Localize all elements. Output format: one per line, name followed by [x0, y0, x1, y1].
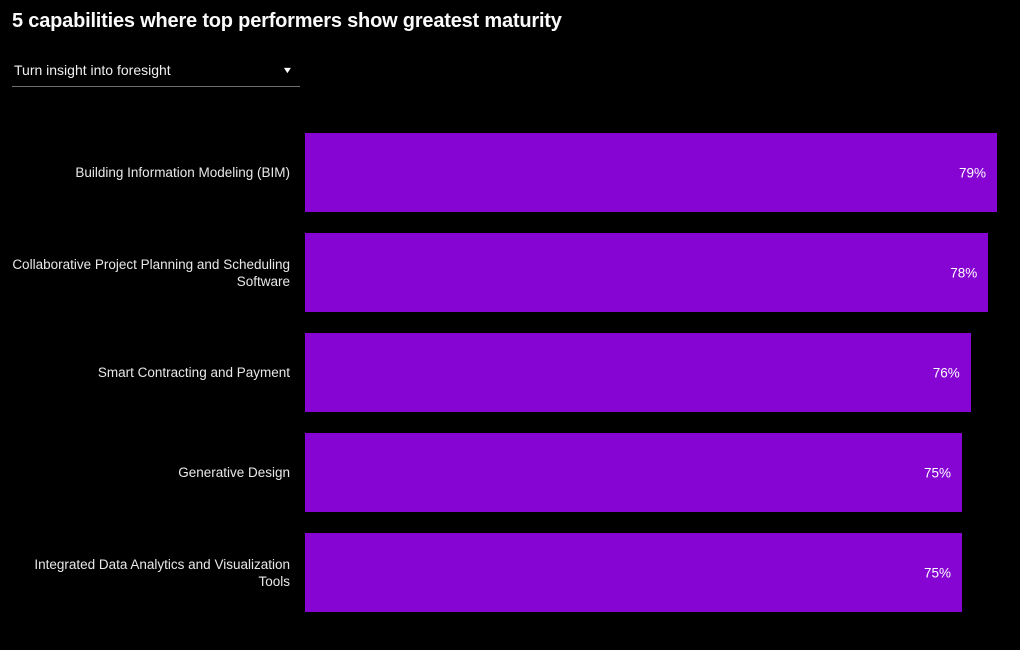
bar-track: 76% — [305, 333, 1020, 412]
capability-dropdown[interactable]: Turn insight into foresight ▼ — [12, 60, 300, 87]
bar-category-label: Generative Design — [178, 465, 290, 480]
bar-value-label: 75% — [923, 565, 951, 580]
bar: 75% — [305, 533, 962, 612]
bar-row: Smart Contracting and Payment 76% — [0, 333, 1020, 412]
bar-row: Building Information Modeling (BIM) 79% — [0, 133, 1020, 212]
bar-row: Integrated Data Analytics and Visualizat… — [0, 533, 1020, 612]
bar-value-label: 76% — [932, 365, 960, 380]
bar-value-label: 78% — [950, 265, 978, 280]
bar: 76% — [305, 333, 971, 412]
bar-category-label: Smart Contracting and Payment — [97, 365, 290, 380]
chevron-down-icon: ▼ — [281, 64, 294, 75]
capability-dropdown-value: Turn insight into foresight — [14, 62, 171, 78]
bar-track: 78% — [305, 233, 1020, 312]
bar-value-label: 79% — [959, 165, 987, 180]
bar-track: 75% — [305, 433, 1020, 512]
bar-row: Generative Design 75% — [0, 433, 1020, 512]
bar: 78% — [305, 233, 989, 312]
bar-track: 75% — [305, 533, 1020, 612]
bar-category-label: Building Information Modeling (BIM) — [75, 165, 290, 180]
bar-track: 79% — [305, 133, 1020, 212]
page-title: 5 capabilities where top performers show… — [12, 10, 562, 32]
bar: 79% — [305, 133, 998, 212]
bar-row: Collaborative Project Planning and Sched… — [0, 233, 1020, 312]
bar-chart: Building Information Modeling (BIM) 79% … — [0, 133, 1020, 612]
bar-category-label: Integrated Data Analytics and Visualizat… — [34, 556, 290, 589]
bar-value-label: 75% — [923, 465, 951, 480]
bar: 75% — [305, 433, 962, 512]
bar-category-label: Collaborative Project Planning and Sched… — [12, 256, 290, 289]
